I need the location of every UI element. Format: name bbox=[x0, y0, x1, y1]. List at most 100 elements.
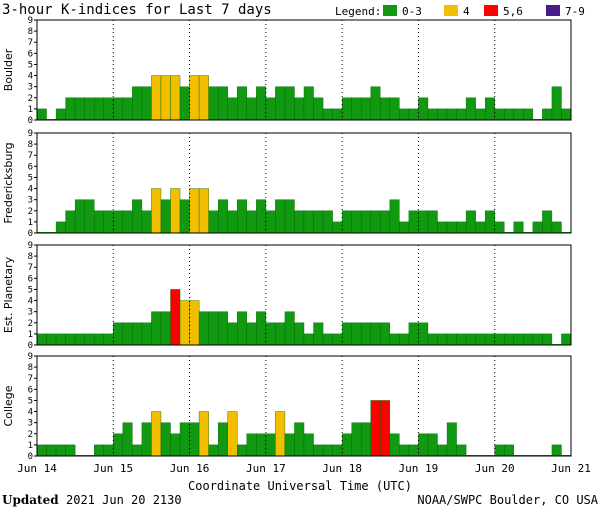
k-index-bar bbox=[370, 322, 381, 346]
panel-label: College bbox=[2, 385, 15, 426]
y-tick-label: 2 bbox=[28, 207, 33, 217]
k-index-bar bbox=[294, 210, 305, 234]
k-index-bar bbox=[198, 411, 209, 457]
k-index-bar bbox=[132, 86, 143, 121]
k-index-bar bbox=[513, 108, 524, 121]
k-index-bar bbox=[294, 322, 305, 346]
k-index-bar bbox=[103, 444, 114, 457]
k-index-bar bbox=[303, 333, 314, 346]
k-index-bar bbox=[504, 108, 514, 121]
legend: Legend: 0-3 4 5,6 7-9 bbox=[335, 5, 585, 18]
k-index-bar bbox=[427, 433, 438, 457]
k-index-bar bbox=[284, 86, 295, 121]
k-index-bar bbox=[55, 221, 66, 234]
k-index-bar bbox=[227, 97, 238, 121]
k-index-bar bbox=[84, 199, 95, 234]
k-index-bar bbox=[456, 221, 467, 234]
x-tick-label: Jun 16 bbox=[170, 462, 210, 475]
y-tick-label: 8 bbox=[28, 252, 33, 262]
k-index-bar bbox=[465, 333, 476, 346]
k-index-bar bbox=[341, 433, 352, 457]
k-index-bar bbox=[313, 444, 324, 457]
k-index-bar bbox=[513, 221, 524, 234]
k-index-bar bbox=[217, 311, 228, 346]
updated-value: 2021 Jun 20 2130 bbox=[66, 493, 182, 507]
y-tick-label: 1 bbox=[28, 218, 33, 228]
x-tick-label: Jun 20 bbox=[475, 462, 515, 475]
k-index-bar bbox=[256, 86, 267, 121]
y-tick-label: 7 bbox=[28, 38, 33, 48]
updated-label: Updated bbox=[2, 493, 59, 507]
k-index-bar bbox=[504, 444, 514, 457]
k-index-bar bbox=[494, 108, 505, 121]
k-index-bar bbox=[475, 221, 486, 234]
k-index-bar bbox=[65, 333, 76, 346]
k-index-bar bbox=[246, 433, 257, 457]
x-tick-label: Jun 21 bbox=[551, 462, 591, 475]
y-tick-label: 9 bbox=[28, 352, 33, 362]
k-index-bar bbox=[389, 199, 400, 234]
k-index-bar bbox=[494, 444, 505, 457]
k-index-bar bbox=[151, 188, 162, 234]
k-index-bar bbox=[237, 199, 247, 234]
k-index-bar bbox=[484, 97, 495, 121]
k-index-bar bbox=[484, 210, 495, 234]
k-index-bar bbox=[198, 188, 209, 234]
k-index-bar bbox=[494, 333, 505, 346]
k-index-bar bbox=[303, 433, 314, 457]
k-index-bar bbox=[256, 433, 267, 457]
k-index-bar bbox=[246, 97, 257, 121]
k-index-bar bbox=[370, 400, 381, 457]
k-index-bar bbox=[332, 108, 343, 121]
k-index-bar bbox=[170, 188, 181, 234]
k-index-bar bbox=[160, 311, 171, 346]
y-tick-label: 3 bbox=[28, 196, 33, 206]
panel-frame bbox=[36, 355, 572, 457]
y-tick-label: 5 bbox=[28, 396, 33, 406]
k-index-bar bbox=[46, 333, 57, 346]
k-index-bar bbox=[189, 300, 200, 346]
y-tick-label: 6 bbox=[28, 274, 33, 284]
k-index-bar bbox=[380, 210, 391, 234]
y-tick-label: 4 bbox=[28, 185, 33, 195]
k-index-bar bbox=[341, 210, 352, 234]
k-index-bar bbox=[475, 333, 486, 346]
k-index-bar bbox=[456, 333, 467, 346]
k-index-bar bbox=[122, 210, 133, 234]
k-index-bar bbox=[446, 221, 457, 234]
y-tick-label: 1 bbox=[28, 330, 33, 340]
k-index-bar bbox=[351, 97, 362, 121]
panel-frame bbox=[36, 132, 572, 234]
x-axis: Jun 14 Jun 15 Jun 16 Jun 17 Jun 18 Jun 19 Jun … bbox=[17, 462, 591, 475]
k-index-bar bbox=[227, 210, 238, 234]
y-tick-label: 6 bbox=[28, 385, 33, 395]
k-index-bar bbox=[399, 444, 410, 457]
k-index-bar bbox=[113, 97, 124, 121]
y-tick-label: 8 bbox=[28, 140, 33, 150]
k-index-bar bbox=[523, 333, 534, 346]
k-index-bar bbox=[84, 97, 95, 121]
k-index-bar bbox=[160, 422, 171, 457]
k-index-bar bbox=[74, 333, 85, 346]
k-index-bar bbox=[380, 322, 391, 346]
legend-item-7-9: 7-9 bbox=[565, 5, 585, 18]
k-index-bar bbox=[265, 322, 276, 346]
k-index-bar bbox=[284, 311, 295, 346]
k-index-bar bbox=[399, 333, 410, 346]
k-index-bar bbox=[408, 210, 419, 234]
y-tick-label: 3 bbox=[28, 419, 33, 429]
k-index-bar bbox=[465, 97, 476, 121]
k-index-bar bbox=[94, 333, 104, 346]
k-index-bar bbox=[551, 86, 562, 121]
k-index-bar bbox=[36, 108, 47, 121]
k-index-bar bbox=[437, 221, 448, 234]
y-tick-label: 1 bbox=[28, 441, 33, 451]
k-index-bar bbox=[418, 97, 429, 121]
k-index-bar bbox=[74, 199, 85, 234]
k-index-bar bbox=[160, 75, 171, 121]
k-index-bar bbox=[351, 210, 362, 234]
k-index-bar bbox=[322, 333, 333, 346]
k-index-bar bbox=[551, 221, 562, 234]
legend-item-0-3: 0-3 bbox=[402, 5, 422, 18]
